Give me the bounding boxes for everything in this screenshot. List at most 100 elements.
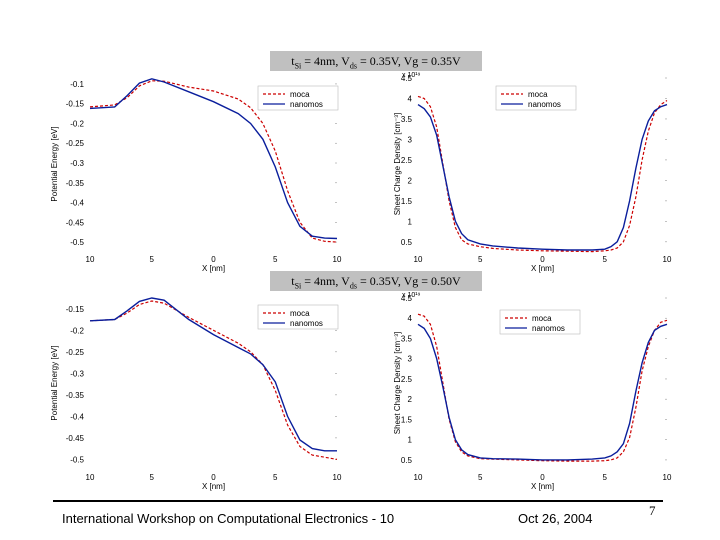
scd-bottom-ytick-label: 1 — [408, 436, 413, 445]
scd-top-series-nanomos — [417, 103, 668, 251]
scd-top-ylabel: Sheet Charge Density [cm⁻³] — [393, 113, 402, 215]
banner-bottom-sub2: ds — [349, 281, 357, 291]
scd-bottom-ytick-label: 4.5 — [401, 294, 413, 303]
scd-top-series-moca — [417, 95, 668, 253]
pe-bottom-xtick-label: 10 — [86, 473, 95, 482]
scd-top-legend-label-moca: moca — [528, 90, 548, 99]
pe-bottom-xtick-label: 5 — [150, 473, 155, 482]
pe-bottom-legend-label-moca: moca — [290, 309, 310, 318]
pe-top-legend-box — [257, 85, 339, 111]
banner-top-mid: = 4nm, V — [301, 54, 350, 68]
pe-bottom-legend-label-nanomos: nanomos — [290, 319, 323, 328]
banner-bottom-pre: t — [291, 274, 295, 288]
scd-top-y-exponent: x 10¹⁹ — [402, 72, 421, 79]
pe-top-ylabel: Potential Energy [eV] — [50, 126, 59, 201]
pe-top-ytick-label: -0.3 — [70, 159, 84, 168]
pe-top-legend-label-moca: moca — [290, 90, 310, 99]
scd-bottom-series-nanomos — [417, 323, 668, 461]
page-number: 7 — [649, 503, 656, 518]
scd-top-ytick-label: 2 — [408, 176, 413, 185]
scd-bottom-legend-box — [499, 309, 581, 335]
banner-top-sub1: Si — [294, 61, 302, 71]
pe-top-ytick-label: -0.15 — [66, 100, 85, 109]
pe-bottom-ytick-label: -0.4 — [70, 412, 84, 421]
pe-bottom-xlabel: X [nm] — [202, 482, 225, 491]
scd-bottom-ytick-label: 1.5 — [401, 415, 413, 424]
pe-top-legend-label-nanomos: nanomos — [290, 100, 323, 109]
scd-top-ytick-label: 1.5 — [401, 197, 413, 206]
scd-bottom-ytick-label: 3.5 — [401, 334, 413, 343]
banner-bottom-mid: = 4nm, V — [301, 274, 350, 288]
scd-top-xlabel: X [nm] — [531, 264, 554, 273]
scd-bottom-xtick-label: 5 — [603, 473, 608, 482]
scd-bottom-y-exponent: x 10¹⁹ — [402, 292, 421, 299]
pe-bottom-xtick-label: 5 — [273, 473, 278, 482]
scd-top-xtick-label: 10 — [663, 255, 672, 264]
scd-top-ytick-label: 3 — [408, 135, 413, 144]
footer-date: Oct 26, 2004 — [518, 511, 593, 526]
scd-bottom-legend-label-moca: moca — [532, 314, 552, 323]
scd-top-ytick-label: 4.5 — [401, 74, 413, 83]
scd-bottom-ytick-label: 3 — [408, 355, 413, 364]
scd-top-ytick-label: 4 — [408, 94, 413, 103]
scd-top-ytick-label: 0.5 — [401, 238, 413, 247]
scd-top-xtick-label: 10 — [414, 255, 423, 264]
pe-bottom-ytick-label: -0.2 — [70, 326, 84, 335]
pe-bottom-ytick-label: -0.25 — [66, 348, 85, 357]
banner-top: tSi = 4nm, Vds = 0.35V, Vg = 0.35V — [270, 51, 482, 71]
scd-top-legend-box — [495, 85, 577, 111]
scd-bottom-ytick-label: 0.5 — [401, 456, 413, 465]
pe-top-series-moca — [89, 80, 338, 243]
scd-top-legend-label-nanomos: nanomos — [528, 100, 561, 109]
scd-bottom-xtick-label: 10 — [663, 473, 672, 482]
pe-top-ytick-label: -0.35 — [66, 179, 85, 188]
banner-top-tail: = 0.35V, Vg = 0.35V — [356, 54, 461, 68]
scd-bottom-xtick-label: 5 — [478, 473, 483, 482]
scd-bottom-xtick-label: 10 — [414, 473, 423, 482]
banner-bottom-tail: = 0.35V, Vg = 0.50V — [356, 274, 461, 288]
banner-bottom-sub1: Si — [294, 281, 302, 291]
scd-bottom-xlabel: X [nm] — [531, 482, 554, 491]
pe-top-ytick-label: -0.5 — [70, 238, 84, 247]
scd-top-ytick-label: 1 — [408, 217, 413, 226]
pe-bottom-ylabel: Potential Energy [eV] — [50, 345, 59, 420]
scd-top-xtick-label: 5 — [603, 255, 608, 264]
banner-bottom: tSi = 4nm, Vds = 0.35V, Vg = 0.50V — [270, 271, 482, 291]
pe-top-ytick-label: -0.2 — [70, 119, 84, 128]
pe-top-xtick-label: 10 — [86, 255, 95, 264]
footer-rule — [53, 500, 663, 502]
pe-top-xtick-label: 5 — [273, 255, 278, 264]
pe-top-xtick-label: 0 — [211, 255, 216, 264]
pe-top-ytick-label: -0.45 — [66, 218, 85, 227]
pe-top-xlabel: X [nm] — [202, 264, 225, 273]
banner-top-sub2: ds — [349, 61, 357, 71]
scd-bottom-ytick-label: 2 — [408, 395, 413, 404]
pe-bottom-ytick-label: -0.45 — [66, 434, 85, 443]
scd-top-xtick-label: 5 — [478, 255, 483, 264]
scd-bottom-ytick-label: 2.5 — [401, 375, 413, 384]
pe-top-ytick-label: -0.4 — [70, 199, 84, 208]
scd-top-ytick-label: 2.5 — [401, 156, 413, 165]
scd-top-xtick-label: 0 — [540, 255, 545, 264]
pe-bottom-ytick-label: -0.35 — [66, 391, 85, 400]
pe-top-xtick-label: 10 — [333, 255, 342, 264]
pe-top-ytick-label: -0.25 — [66, 139, 85, 148]
pe-bottom-ytick-label: -0.3 — [70, 369, 84, 378]
pe-top-xtick-label: 5 — [150, 255, 155, 264]
pe-bottom-xtick-label: 0 — [211, 473, 216, 482]
banner-top-pre: t — [291, 54, 295, 68]
scd-bottom-xtick-label: 0 — [540, 473, 545, 482]
pe-bottom-series-nanomos — [89, 297, 337, 452]
scd-bottom-ytick-label: 4 — [408, 314, 413, 323]
scd-top-ytick-label: 3.5 — [401, 115, 413, 124]
footer-conference: International Workshop on Computational … — [62, 511, 395, 526]
pe-bottom-legend-box — [257, 304, 339, 330]
pe-bottom-ytick-label: -0.5 — [70, 455, 84, 464]
pe-top-series-nanomos — [89, 78, 338, 240]
pe-bottom-ytick-label: -0.15 — [66, 305, 85, 314]
pe-top-ytick-label: -0.1 — [70, 80, 84, 89]
scd-bottom-legend-label-nanomos: nanomos — [532, 324, 565, 333]
pe-bottom-series-moca — [89, 300, 338, 460]
scd-bottom-ylabel: Sheet Charge Density [cm⁻³] — [393, 332, 402, 434]
